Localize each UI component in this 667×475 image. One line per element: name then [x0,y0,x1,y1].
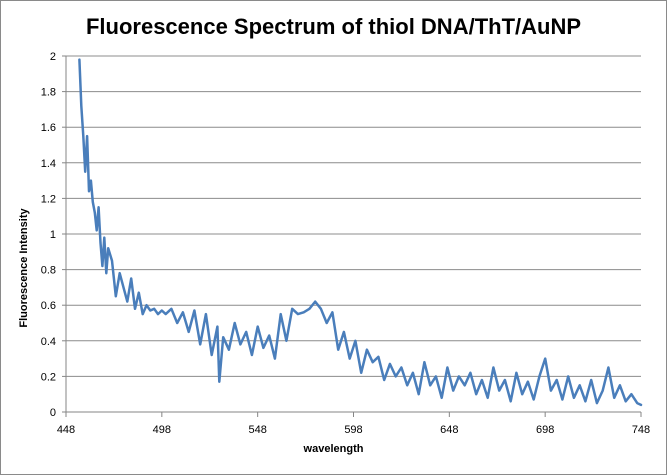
series-line [78,58,643,407]
series-layer [78,58,643,407]
x-tick-label: 648 [440,424,458,436]
x-tick-label: 548 [248,424,266,436]
y-tick-label: 1.4 [41,158,56,170]
y-tick-label: 1.2 [41,193,56,205]
y-tick-label: 1.8 [41,87,56,99]
y-tick-label: 0.2 [41,371,56,383]
y-tick-label: 1 [50,229,56,241]
y-tick-label: 2 [50,51,56,63]
x-tick-label: 448 [57,424,75,436]
x-tick-label: 698 [536,424,554,436]
y-tick-label: 1.6 [41,122,56,134]
x-tick-label: 498 [153,424,171,436]
chart-title: Fluorescence Spectrum of thiol DNA/ThT/A… [85,14,582,39]
x-axis-label: wavelength [303,443,364,455]
x-tick-label: 598 [344,424,362,436]
grid-layer [66,55,641,377]
x-tick-label: 748 [632,424,650,436]
y-tick-label: 0 [50,407,56,419]
y-tick-label: 0.6 [41,300,56,312]
tick-layer: 0 0.2 0.4 0.6 0.8 1 1.2 1.4 1.6 1.8 2 448 498 548 598 6… [41,51,650,436]
y-tick-label: 0.4 [41,336,56,348]
y-tick-label: 0.8 [41,265,56,277]
axis-layer [62,55,642,417]
